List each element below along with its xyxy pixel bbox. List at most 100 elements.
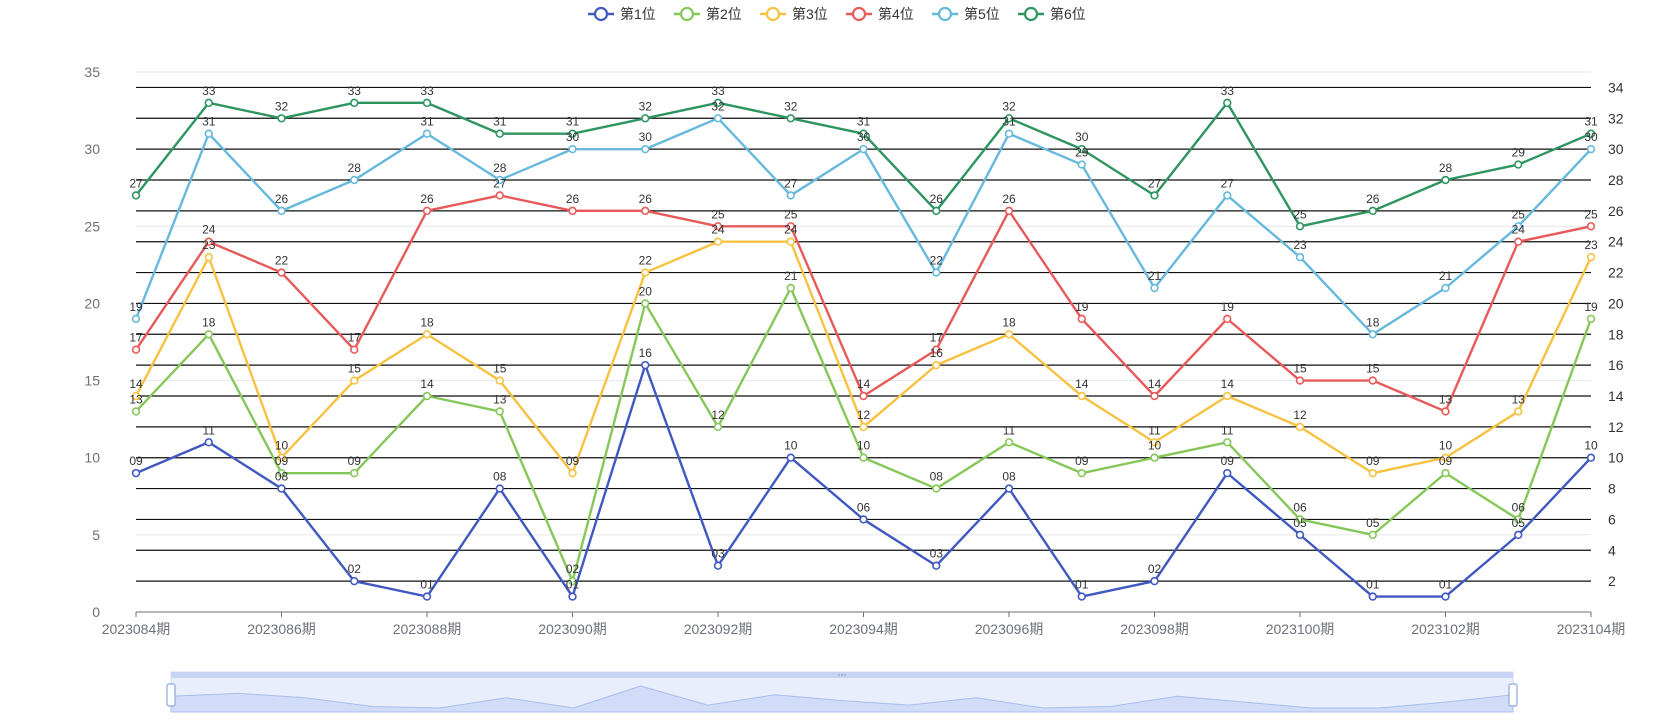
data-point[interactable] — [422, 98, 432, 108]
data-point[interactable] — [1223, 468, 1232, 478]
data-point[interactable] — [131, 191, 141, 200]
data-point[interactable] — [1586, 314, 1596, 324]
data-point[interactable] — [1077, 144, 1086, 154]
legend-item-1[interactable]: 第1位 — [588, 6, 656, 22]
data-point[interactable] — [204, 330, 213, 339]
data-point[interactable] — [204, 98, 213, 108]
legend-item-4[interactable]: 第4位 — [846, 6, 914, 22]
data-point[interactable] — [495, 484, 504, 493]
data-point[interactable] — [1514, 407, 1523, 416]
data-point[interactable] — [1368, 376, 1377, 385]
data-point[interactable] — [713, 98, 723, 108]
data-point[interactable] — [1295, 530, 1305, 540]
data-point[interactable] — [641, 144, 650, 154]
data-point[interactable] — [1586, 222, 1596, 231]
data-point[interactable] — [786, 237, 795, 246]
data-point[interactable] — [1586, 453, 1596, 462]
data-point[interactable] — [1514, 160, 1523, 169]
data-point[interactable] — [1077, 160, 1086, 169]
data-point[interactable] — [1586, 252, 1596, 262]
legend-item-3[interactable]: 第3位 — [760, 6, 828, 22]
data-point[interactable] — [1223, 314, 1232, 324]
data-point[interactable] — [568, 129, 577, 138]
data-point[interactable] — [1004, 330, 1014, 339]
data-point[interactable] — [1586, 129, 1596, 138]
legend-item-5[interactable]: 第5位 — [932, 6, 1000, 22]
data-point[interactable] — [932, 360, 941, 370]
data-point[interactable] — [1004, 129, 1014, 138]
data-point[interactable] — [204, 252, 213, 262]
data-point[interactable] — [932, 345, 941, 354]
data-point[interactable] — [568, 468, 577, 478]
data-point[interactable] — [1368, 468, 1377, 478]
data-point[interactable] — [932, 484, 941, 493]
data-point[interactable] — [1441, 468, 1450, 478]
data-point[interactable] — [786, 453, 795, 462]
data-point[interactable] — [1004, 206, 1014, 216]
data-point[interactable] — [1514, 515, 1523, 524]
data-point[interactable] — [1077, 592, 1086, 601]
data-point[interactable] — [1441, 175, 1450, 185]
data-point[interactable] — [859, 422, 868, 432]
data-point[interactable] — [1150, 438, 1159, 447]
data-point[interactable] — [277, 114, 286, 123]
data-point[interactable] — [131, 314, 141, 324]
data-point[interactable] — [131, 468, 141, 478]
data-point[interactable] — [350, 576, 359, 586]
data-point[interactable] — [495, 407, 504, 416]
data-point[interactable] — [786, 191, 795, 200]
data-point[interactable] — [350, 345, 359, 354]
data-point[interactable] — [1150, 453, 1159, 462]
data-point[interactable] — [568, 592, 577, 601]
data-point[interactable] — [131, 345, 141, 354]
data-point[interactable] — [932, 561, 941, 570]
data-point[interactable] — [1586, 144, 1596, 154]
data-point[interactable] — [1150, 391, 1159, 401]
data-point[interactable] — [1368, 592, 1377, 601]
data-point[interactable] — [1295, 376, 1305, 385]
legend-item-2[interactable]: 第2位 — [674, 6, 742, 22]
data-point[interactable] — [568, 206, 577, 216]
data-point[interactable] — [1004, 484, 1014, 493]
data-point[interactable] — [1004, 438, 1014, 447]
data-point[interactable] — [1223, 191, 1232, 200]
zoom-handle-left[interactable] — [166, 683, 176, 707]
data-point[interactable] — [350, 175, 359, 185]
data-point[interactable] — [422, 592, 432, 601]
data-point[interactable] — [641, 299, 650, 308]
data-point[interactable] — [495, 191, 504, 200]
data-point[interactable] — [1150, 283, 1159, 293]
data-point[interactable] — [495, 376, 504, 385]
data-point[interactable] — [1514, 237, 1523, 246]
data-point[interactable] — [713, 222, 723, 231]
data-point[interactable] — [350, 468, 359, 478]
data-point[interactable] — [786, 222, 795, 231]
data-point[interactable] — [1223, 391, 1232, 401]
data-point[interactable] — [713, 422, 723, 432]
data-point[interactable] — [1077, 468, 1086, 478]
data-point[interactable] — [713, 114, 723, 123]
data-point[interactable] — [495, 129, 504, 138]
data-point[interactable] — [131, 407, 141, 416]
data-point[interactable] — [1295, 422, 1305, 432]
data-point[interactable] — [422, 129, 432, 138]
data-point[interactable] — [1441, 453, 1450, 462]
data-point[interactable] — [277, 268, 286, 277]
data-point[interactable] — [204, 438, 213, 447]
data-point[interactable] — [1441, 283, 1450, 293]
data-point[interactable] — [277, 484, 286, 493]
data-point[interactable] — [859, 453, 868, 462]
data-point[interactable] — [1441, 592, 1450, 601]
data-point[interactable] — [1368, 206, 1377, 216]
data-point[interactable] — [1441, 407, 1450, 416]
data-point[interactable] — [422, 206, 432, 216]
data-point[interactable] — [277, 453, 286, 462]
data-point[interactable] — [568, 576, 577, 586]
data-point[interactable] — [932, 206, 941, 216]
data-point[interactable] — [859, 144, 868, 154]
data-point[interactable] — [277, 206, 286, 216]
data-point[interactable] — [641, 268, 650, 277]
data-point[interactable] — [1150, 576, 1159, 586]
data-point[interactable] — [277, 468, 286, 478]
data-point[interactable] — [1223, 98, 1232, 108]
